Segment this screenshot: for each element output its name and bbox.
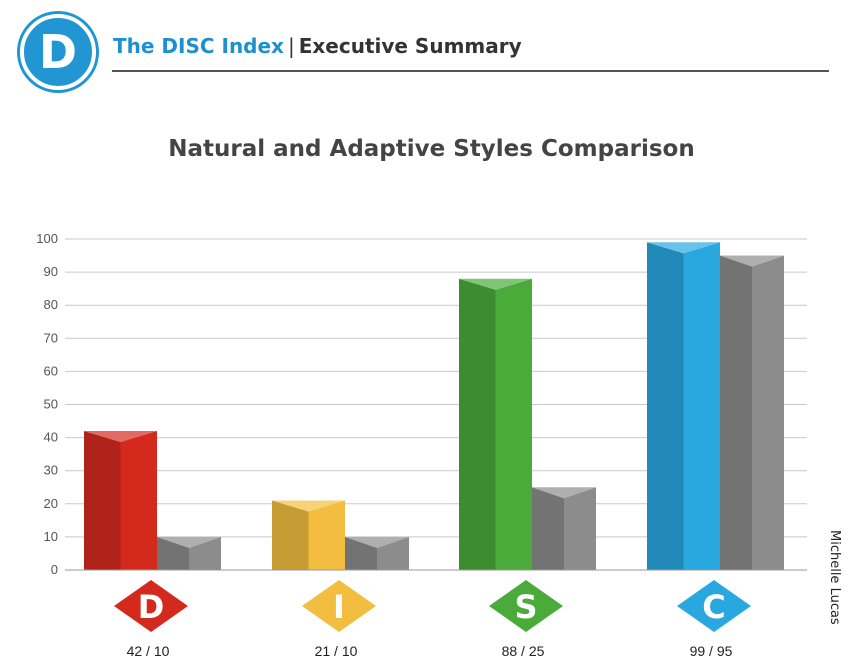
category-label-i: I xyxy=(333,588,345,626)
person-name: Michelle Lucas xyxy=(827,530,842,625)
bar-natural-i-left-face xyxy=(272,500,309,570)
y-tick-label: 10 xyxy=(44,529,58,544)
y-tick-label: 40 xyxy=(44,430,58,445)
bar-adaptive-c-left-face xyxy=(720,255,752,571)
bar-natural-d-top xyxy=(84,430,157,442)
bar-natural-s-left-face xyxy=(459,278,496,570)
bar-natural-s-right-face xyxy=(495,278,532,570)
bar-natural-s-top xyxy=(459,278,532,290)
y-tick-label: 20 xyxy=(44,496,58,511)
section-name: Executive Summary xyxy=(298,34,522,58)
bar-natural-c-right-face xyxy=(683,242,720,570)
category-diamond-i xyxy=(302,580,376,632)
bar-adaptive-i-top xyxy=(345,536,409,548)
y-tick-label: 0 xyxy=(51,562,58,577)
disc-logo: D xyxy=(20,14,96,90)
y-tick-label: 100 xyxy=(36,231,58,246)
logo-letter: D xyxy=(38,25,78,79)
category-label-c: C xyxy=(702,588,725,626)
chart-title: Natural and Adaptive Styles Comparison xyxy=(168,136,695,162)
bar-adaptive-d-top xyxy=(157,536,221,548)
bar-adaptive-i-right-face xyxy=(377,536,409,570)
bar-natural-i-right-face xyxy=(308,500,345,570)
y-tick-label: 90 xyxy=(44,264,58,279)
bar-adaptive-s-right-face xyxy=(564,487,596,570)
bar-natural-c-top xyxy=(647,242,720,254)
header-title: The DISC Index | Executive Summary xyxy=(113,34,522,58)
bar-adaptive-i-left-face xyxy=(345,536,377,570)
bar-adaptive-c-right-face xyxy=(752,255,784,571)
category-diamond-d xyxy=(114,580,188,632)
bar-natural-d-left-face xyxy=(84,430,121,570)
value-label-s: 88 / 25 xyxy=(502,643,545,659)
bar-natural-d-right-face xyxy=(120,430,157,570)
bar-adaptive-d-right-face xyxy=(189,536,221,570)
value-label-i: 21 / 10 xyxy=(315,643,358,659)
y-tick-label: 60 xyxy=(44,363,58,378)
y-tick-label: 30 xyxy=(44,463,58,478)
header-separator: | xyxy=(287,34,295,58)
category-diamond-c xyxy=(677,580,751,632)
value-label-c: 99 / 95 xyxy=(690,643,733,659)
category-diamond-s xyxy=(489,580,563,632)
y-tick-label: 80 xyxy=(44,297,58,312)
y-tick-label: 50 xyxy=(44,397,58,412)
bar-adaptive-d-left-face xyxy=(157,536,189,570)
bar-natural-i-top xyxy=(272,500,345,512)
bar-natural-c-left-face xyxy=(647,242,684,570)
header-rule xyxy=(112,70,829,72)
bar-adaptive-s-left-face xyxy=(532,487,564,570)
category-label-d: D xyxy=(138,588,165,626)
category-label-s: S xyxy=(514,588,537,626)
bar-adaptive-c-top xyxy=(720,255,784,267)
bar-adaptive-s-top xyxy=(532,487,596,499)
brand-name: The DISC Index xyxy=(113,34,284,58)
value-label-d: 42 / 10 xyxy=(127,643,170,659)
y-tick-label: 70 xyxy=(44,330,58,345)
